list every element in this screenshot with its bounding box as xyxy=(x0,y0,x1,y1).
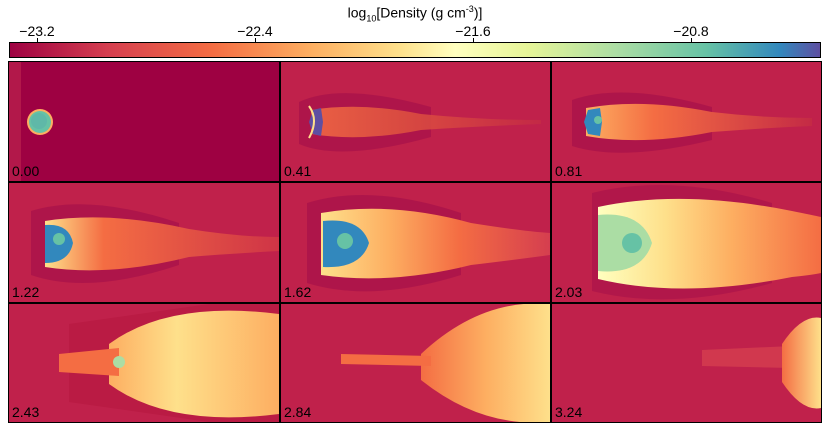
colorbar-tick-label: −23.2 xyxy=(19,23,55,39)
snapshot-panel: 1.22 xyxy=(9,183,279,302)
density-map xyxy=(552,304,821,422)
snapshot-panel: 0.81 xyxy=(552,62,821,181)
colorbar-tick-mark xyxy=(37,38,38,42)
colorbar-tick-mark xyxy=(255,38,256,42)
colorbar-tick-mark xyxy=(691,38,692,42)
density-map xyxy=(9,62,279,181)
snapshot-panel: 1.62 xyxy=(281,183,550,302)
colorbar-tick-mark xyxy=(473,38,474,42)
time-label: 0.00 xyxy=(12,163,40,179)
snapshot-panel: 2.84 xyxy=(281,304,550,422)
snapshot-panel: 0.41 xyxy=(281,62,550,181)
snapshot-panel: 2.43 xyxy=(9,304,279,422)
time-label: 3.24 xyxy=(555,404,583,420)
time-label: 2.03 xyxy=(555,284,583,300)
snapshot-panel: 3.24 xyxy=(552,304,821,422)
colorbar xyxy=(9,42,821,58)
colorbar-tick-label: −20.8 xyxy=(673,23,709,39)
snapshot-grid: 0.00 0.41 xyxy=(8,61,822,423)
snapshot-panel: 2.03 xyxy=(552,183,821,302)
density-map xyxy=(281,62,550,181)
time-label: 0.41 xyxy=(284,163,312,179)
colorbar-tick-label: −21.6 xyxy=(455,23,491,39)
time-label: 1.62 xyxy=(284,284,312,300)
time-label: 0.81 xyxy=(555,163,583,179)
density-map xyxy=(281,183,550,302)
time-label: 2.84 xyxy=(284,404,312,420)
density-map xyxy=(281,304,550,422)
density-map xyxy=(9,183,279,302)
density-map xyxy=(552,183,821,302)
density-map xyxy=(9,304,279,422)
time-label: 2.43 xyxy=(12,404,40,420)
time-label: 1.22 xyxy=(12,284,40,300)
colorbar-tick-label: −22.4 xyxy=(237,23,273,39)
density-map xyxy=(552,62,821,181)
colorbar-title: log10[Density (g cm-3)] xyxy=(347,4,483,24)
snapshot-panel: 0.00 xyxy=(9,62,279,181)
